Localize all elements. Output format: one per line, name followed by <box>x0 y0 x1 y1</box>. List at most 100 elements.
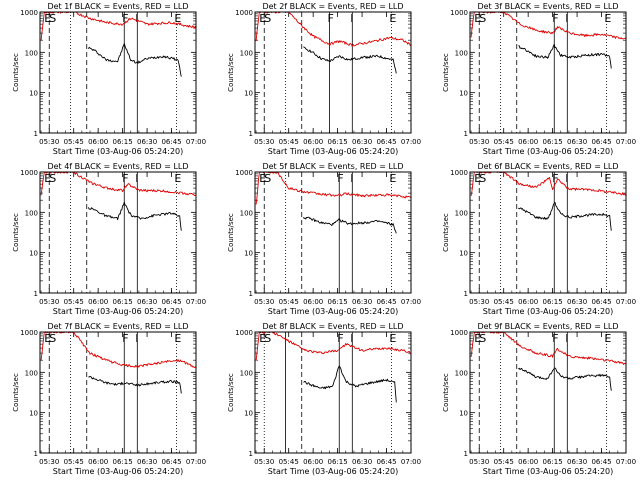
y-tick-label: 10 <box>244 250 253 258</box>
y-tick-label: 1000 <box>450 169 468 177</box>
x-tick-label: 06:45 <box>161 138 181 146</box>
x-axis-label: Start Time (03-Aug-06 05:24:20) <box>483 467 614 476</box>
x-tick-label: 06:45 <box>161 458 181 466</box>
y-tick-label: 1000 <box>235 169 253 177</box>
marker-label: F <box>552 332 558 345</box>
x-tick-label: 06:00 <box>88 458 108 466</box>
detector-panel-6: Det 6f BLACK = Events, RED = LLD Counts/s… <box>442 162 636 316</box>
marker-label: S <box>49 332 56 345</box>
x-tick-label: 06:45 <box>591 138 611 146</box>
y-tick-label: 100 <box>455 209 468 217</box>
marker-label: E <box>604 12 611 25</box>
x-axis-label: Start Time (03-Aug-06 05:24:20) <box>53 307 184 316</box>
x-tick-label: 06:00 <box>518 458 538 466</box>
y-axis-label: Counts/sec <box>227 373 235 412</box>
x-tick-label: 05:45 <box>64 458 84 466</box>
x-tick-label: 06:15 <box>328 138 348 146</box>
events-series-line <box>88 375 182 394</box>
x-tick-label: 05:30 <box>254 458 274 466</box>
marker-label: I <box>565 12 568 25</box>
y-tick-label: 1000 <box>235 329 253 337</box>
marker-label: S <box>264 172 271 185</box>
x-tick-label: 06:30 <box>352 298 372 306</box>
y-tick-label: 10 <box>459 250 468 258</box>
y-tick-label: 1000 <box>20 169 38 177</box>
marker-label: E <box>174 332 181 345</box>
marker-label: E <box>604 332 611 345</box>
marker-label: I <box>135 12 138 25</box>
plot-frame <box>469 331 627 454</box>
detector-panel-3: Det 3f BLACK = Events, RED = LLD Counts/s… <box>442 2 636 156</box>
x-tick-label: 06:30 <box>567 458 587 466</box>
y-tick-label: 100 <box>25 369 38 377</box>
detector-panel-1: Det 1f BLACK = Events, RED = LLD Counts/s… <box>12 2 206 156</box>
y-tick-label: 10 <box>29 250 38 258</box>
marker-label: F <box>337 172 343 185</box>
events-series-line <box>518 43 612 69</box>
x-tick-label: 06:15 <box>113 298 133 306</box>
marker-label: E <box>389 172 396 185</box>
marker-label: E <box>389 332 396 345</box>
x-tick-label: 06:45 <box>376 458 396 466</box>
y-axis-label: Counts/sec <box>442 53 450 92</box>
detector-panel-7: Det 7f BLACK = Events, RED = LLD Counts/s… <box>12 322 206 476</box>
y-tick-label: 1 <box>249 450 253 458</box>
x-tick-label: 07:00 <box>616 458 636 466</box>
x-tick-label: 06:00 <box>88 298 108 306</box>
y-tick-label: 1 <box>464 130 468 138</box>
marker-label: E <box>259 12 266 25</box>
marker-label: F <box>122 172 128 185</box>
marker-label: E <box>259 172 266 185</box>
marker-label: I <box>350 12 353 25</box>
y-tick-label: 1000 <box>450 329 468 337</box>
marker-label: E <box>474 12 481 25</box>
x-tick-label: 07:00 <box>401 458 421 466</box>
marker-label: S <box>264 12 271 25</box>
x-tick-label: 07:00 <box>186 138 206 146</box>
marker-label: I <box>135 172 138 185</box>
marker-label: I <box>565 332 568 345</box>
x-tick-label: 05:45 <box>64 298 84 306</box>
panel-title: Det 4f BLACK = Events, RED = LLD <box>47 162 188 171</box>
x-tick-label: 06:45 <box>376 298 396 306</box>
marker-label: S <box>479 172 486 185</box>
x-tick-label: 05:45 <box>279 298 299 306</box>
x-axis-label: Start Time (03-Aug-06 05:24:20) <box>483 147 614 156</box>
marker-label: S <box>479 12 486 25</box>
x-tick-label: 06:00 <box>518 298 538 306</box>
y-tick-label: 1000 <box>235 9 253 17</box>
panel-title: Det 3f BLACK = Events, RED = LLD <box>477 2 618 11</box>
x-tick-label: 05:30 <box>469 298 489 306</box>
y-axis-label: Counts/sec <box>227 213 235 252</box>
plot-frame <box>254 11 412 134</box>
x-tick-label: 06:00 <box>303 298 323 306</box>
marker-label: S <box>49 12 56 25</box>
x-tick-label: 06:15 <box>543 298 563 306</box>
x-axis-label: Start Time (03-Aug-06 05:24:20) <box>268 307 399 316</box>
y-tick-label: 100 <box>25 49 38 57</box>
marker-label: E <box>174 12 181 25</box>
x-tick-label: 05:45 <box>494 138 514 146</box>
marker-label: F <box>122 332 128 345</box>
marker-label: F <box>552 172 558 185</box>
y-tick-label: 10 <box>244 410 253 418</box>
plot-frame <box>254 171 412 294</box>
y-tick-label: 100 <box>25 209 38 217</box>
events-series-line <box>303 365 397 403</box>
y-tick-label: 10 <box>459 410 468 418</box>
x-tick-label: 05:45 <box>494 298 514 306</box>
marker-label: E <box>174 172 181 185</box>
detector-panel-5: Det 5f BLACK = Events, RED = LLD Counts/s… <box>227 162 421 316</box>
y-tick-label: 10 <box>29 90 38 98</box>
panel-title: Det 8f BLACK = Events, RED = LLD <box>262 322 403 331</box>
plot-frame <box>39 331 197 454</box>
x-tick-label: 06:45 <box>376 138 396 146</box>
plot-frame <box>254 331 412 454</box>
marker-label: F <box>122 12 128 25</box>
y-tick-label: 1000 <box>450 9 468 17</box>
y-tick-label: 1 <box>249 130 253 138</box>
y-tick-label: 1 <box>249 290 253 298</box>
x-tick-label: 05:45 <box>494 458 514 466</box>
marker-label: F <box>337 332 343 345</box>
